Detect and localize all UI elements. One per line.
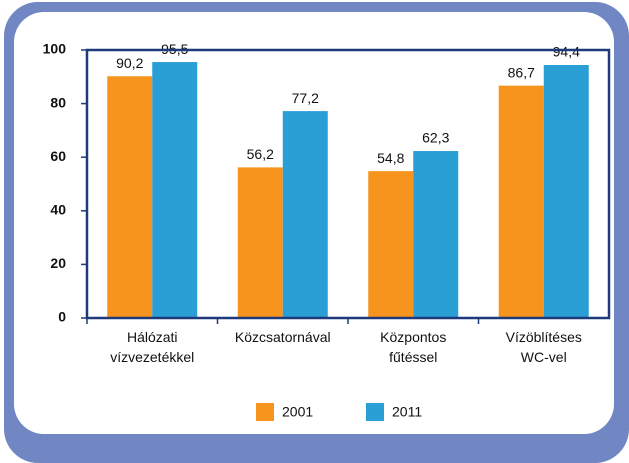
y-tick-label: 0 [58,309,66,325]
bar [368,171,414,318]
y-tick-label: 80 [50,94,66,110]
bar [498,85,544,318]
data-label: 94,4 [553,44,580,60]
legend-swatch [366,403,384,421]
legend-label: 2001 [282,404,313,420]
x-tick-label: Hálózati vízvezetékkel [110,329,194,365]
legend-swatch [256,403,274,421]
x-tick-label: Központos fűtéssel [380,329,446,365]
y-tick-label: 40 [50,202,66,218]
y-tick-label: 100 [43,41,67,57]
data-label: 54,8 [377,150,404,166]
legend-label: 2011 [392,404,422,420]
bar [107,76,153,318]
data-label: 90,2 [116,55,143,71]
y-tick-label: 20 [50,255,66,271]
data-label: 86,7 [508,64,535,80]
plot-border [85,48,611,320]
bar [237,167,283,318]
x-tick-label: Közcsatornával [235,329,331,345]
bar [152,62,198,319]
x-tick-label: Vízöblítéses WC-vel [506,329,582,365]
data-label: 77,2 [292,90,319,106]
bar [543,65,589,319]
data-label: 62,3 [422,130,449,146]
bar [413,151,459,318]
data-label: 56,2 [247,146,274,162]
y-tick-label: 60 [50,148,66,164]
bar [282,111,328,318]
